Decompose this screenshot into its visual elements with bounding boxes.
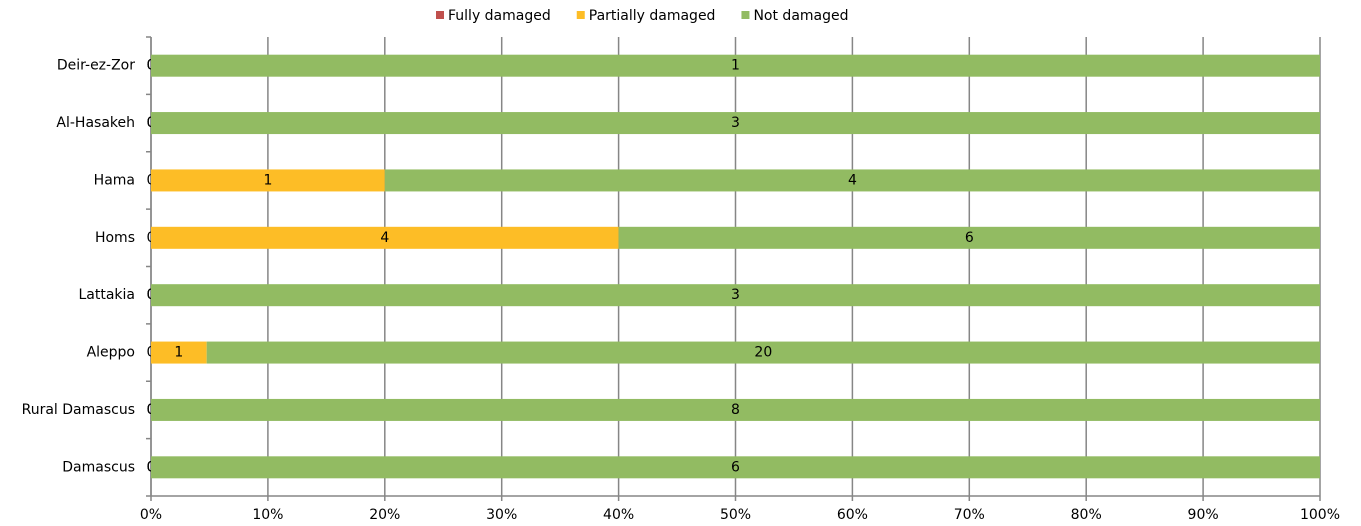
y-tick-label: Rural Damascus bbox=[22, 402, 135, 418]
y-tick-label: Damascus bbox=[62, 459, 135, 475]
x-tick-label: 60% bbox=[837, 507, 868, 523]
bar-segment bbox=[151, 341, 207, 364]
legend-label: Partially damaged bbox=[589, 8, 716, 24]
legend-swatch bbox=[576, 11, 585, 19]
y-tick-label: Hama bbox=[94, 172, 135, 188]
x-tick-label: 80% bbox=[1071, 507, 1102, 523]
data-label: 6 bbox=[731, 459, 740, 475]
x-tick-label: 90% bbox=[1188, 507, 1219, 523]
bar-segment bbox=[151, 169, 385, 192]
legend-label: Not damaged bbox=[753, 8, 848, 24]
y-tick-label: Lattakia bbox=[78, 287, 135, 303]
x-tick-label: 70% bbox=[954, 507, 985, 523]
x-tick-label: 30% bbox=[486, 507, 517, 523]
bar-segment bbox=[618, 226, 1320, 249]
bar-segment bbox=[151, 284, 1320, 307]
x-tick-label: 100% bbox=[1300, 507, 1340, 523]
bar-segment bbox=[151, 398, 1320, 421]
x-tick-label: 0% bbox=[140, 507, 162, 523]
x-tick-label: 20% bbox=[369, 507, 400, 523]
bar-segment bbox=[384, 169, 1320, 192]
legend-swatch bbox=[436, 11, 444, 19]
data-label: 3 bbox=[731, 115, 740, 131]
y-tick-label: Deir-ez-Zor bbox=[57, 58, 135, 74]
data-label: 1 bbox=[263, 172, 272, 188]
x-tick-label: 10% bbox=[252, 507, 283, 523]
x-tick-label: 40% bbox=[603, 507, 634, 523]
y-tick-label: Homs bbox=[95, 230, 135, 246]
y-tick-label: Al-Hasakeh bbox=[56, 115, 135, 131]
legend-label: Fully damaged bbox=[448, 8, 551, 24]
x-tick-label: 50% bbox=[720, 507, 751, 523]
data-label: 1 bbox=[174, 345, 183, 361]
data-label: 3 bbox=[731, 287, 740, 303]
data-label: 6 bbox=[965, 230, 974, 246]
data-label: 4 bbox=[380, 230, 389, 246]
y-tick-label: Aleppo bbox=[87, 345, 135, 361]
bar-segment bbox=[151, 54, 1320, 77]
data-label: 4 bbox=[848, 172, 857, 188]
bar-segment bbox=[151, 456, 1320, 479]
data-label: 20 bbox=[754, 345, 772, 361]
data-label: 8 bbox=[731, 402, 740, 418]
bar-segment bbox=[151, 226, 619, 249]
legend-swatch bbox=[741, 11, 750, 19]
bar-segment bbox=[206, 341, 1321, 364]
bar-segment bbox=[151, 112, 1320, 135]
data-label: 1 bbox=[731, 58, 740, 74]
